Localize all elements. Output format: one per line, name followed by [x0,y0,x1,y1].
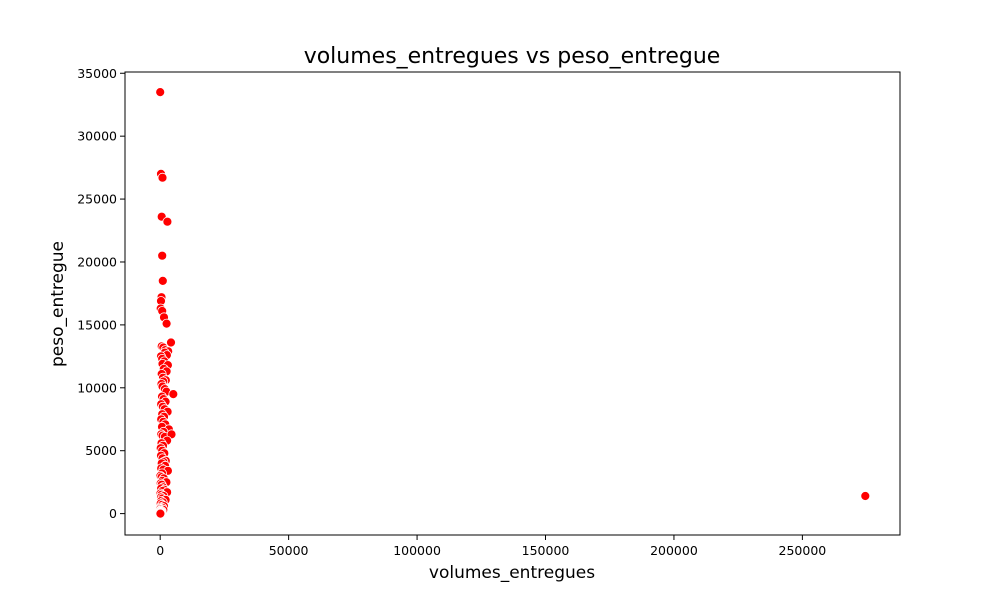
x-tick-label: 0 [156,543,164,558]
data-point [155,87,166,97]
y-tick-label: 20000 [77,254,117,269]
y-axis-label: peso_entregue [48,241,68,367]
data-point [168,389,179,400]
x-tick-label: 100000 [393,543,441,558]
data-point [166,337,176,348]
data-point [860,491,871,501]
x-tick-label: 200000 [650,543,698,558]
y-tick-label: 35000 [77,66,117,81]
data-point [162,216,173,227]
data-point [157,172,168,183]
y-axis-ticks: 0 5000 10000 15000 20000 25000 30000 35000 [77,66,125,521]
data-point [161,318,172,329]
data-point [157,250,168,261]
y-tick-label: 15000 [77,317,117,332]
y-tick-label: 30000 [77,129,117,144]
x-axis-label: volumes_entregues [429,563,595,583]
plot-points [155,87,871,519]
chart-title: volumes_entregues vs peso_entregue [304,44,721,69]
y-tick-label: 25000 [77,192,117,207]
y-tick-label: 10000 [77,380,117,395]
x-tick-label: 50000 [269,543,309,558]
x-axis-ticks: 0 50000 100000 150000 200000 250000 [156,535,826,558]
data-point [157,275,168,286]
x-tick-label: 250000 [779,543,827,558]
plot-frame [124,71,901,536]
y-tick-label: 5000 [85,443,117,458]
data-point [155,508,166,519]
y-tick-label: 0 [109,506,117,521]
x-tick-label: 150000 [522,543,570,558]
